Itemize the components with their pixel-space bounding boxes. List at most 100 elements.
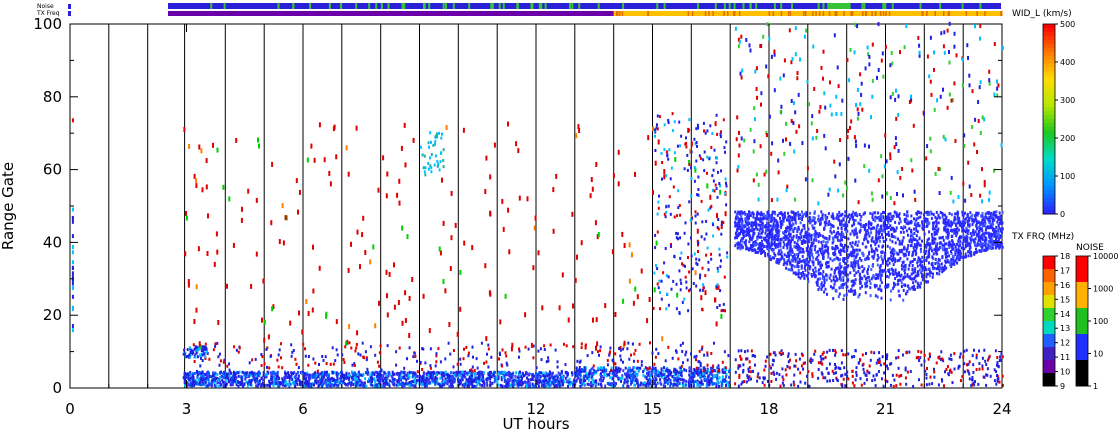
data-point (422, 380, 425, 383)
data-point (924, 268, 927, 272)
data-point (377, 384, 380, 388)
data-point (970, 254, 972, 258)
data-point (819, 218, 822, 221)
data-point (921, 260, 924, 264)
data-point (489, 377, 492, 381)
data-point (343, 382, 346, 386)
noise-bar-segment (863, 3, 866, 9)
data-point (362, 372, 365, 376)
data-point (599, 345, 602, 349)
data-point (279, 381, 282, 385)
data-point (969, 243, 972, 247)
data-point (697, 360, 700, 364)
data-point (998, 221, 1001, 225)
data-point (474, 374, 477, 378)
data-point (452, 365, 455, 369)
data-point (382, 155, 385, 161)
data-point (426, 384, 428, 388)
data-point (677, 374, 680, 378)
data-point (996, 220, 999, 224)
data-point (757, 223, 760, 227)
data-point (313, 374, 316, 378)
data-point (885, 233, 888, 236)
data-point (572, 383, 575, 386)
data-point (625, 375, 628, 379)
data-point (588, 383, 591, 387)
data-point (737, 232, 740, 236)
data-point (720, 382, 723, 386)
data-point (666, 292, 669, 296)
data-point (533, 374, 536, 378)
data-point (397, 383, 400, 387)
data-point (976, 213, 979, 217)
data-point (634, 348, 637, 352)
data-point (248, 361, 251, 365)
data-point (847, 245, 850, 249)
data-point (860, 215, 863, 218)
data-point (728, 381, 731, 385)
data-point (489, 383, 492, 387)
data-point (814, 269, 817, 273)
data-point (859, 280, 862, 284)
data-point (671, 375, 674, 378)
data-point (440, 136, 443, 140)
data-point (444, 379, 446, 383)
data-point (891, 248, 894, 252)
data-point (810, 219, 813, 223)
data-point (465, 378, 468, 382)
data-point (188, 353, 191, 357)
data-point (355, 377, 358, 381)
data-point (305, 381, 308, 385)
data-point (828, 237, 831, 241)
data-point (688, 289, 690, 293)
data-point (813, 233, 816, 236)
data-point (442, 278, 445, 284)
data-point (460, 376, 463, 380)
data-point (949, 224, 952, 228)
data-point (327, 379, 330, 382)
data-point (523, 373, 526, 377)
data-point (345, 376, 348, 380)
data-point (359, 353, 362, 357)
data-point (650, 369, 653, 373)
data-point (564, 370, 567, 374)
data-point (194, 353, 197, 357)
data-point (971, 213, 974, 217)
data-point (561, 375, 564, 379)
data-point (841, 244, 844, 247)
data-point (741, 220, 744, 224)
data-point (718, 303, 721, 307)
data-point (333, 124, 336, 130)
data-point (183, 381, 186, 384)
data-point (298, 379, 301, 383)
data-point (737, 221, 740, 225)
data-point (817, 253, 820, 257)
data-point (328, 380, 331, 384)
data-point (333, 370, 336, 374)
data-point (721, 375, 724, 379)
data-point (720, 220, 723, 224)
data-point (924, 217, 927, 221)
data-point (652, 306, 655, 310)
data-point (403, 122, 406, 128)
data-point (926, 241, 928, 245)
data-point (902, 227, 904, 231)
data-point (591, 351, 594, 355)
data-point (231, 378, 234, 382)
data-point (869, 221, 871, 225)
data-point (512, 381, 515, 385)
noise-bar-segment (663, 3, 666, 9)
data-point (226, 364, 229, 368)
data-point (364, 350, 367, 354)
data-point (916, 261, 919, 265)
data-point (551, 380, 553, 384)
data-point (949, 263, 952, 267)
data-point (941, 246, 944, 250)
data-point (701, 308, 704, 312)
data-point (463, 240, 466, 246)
data-point (688, 200, 691, 204)
data-point (586, 376, 589, 380)
data-point (485, 378, 488, 381)
data-point (206, 374, 209, 378)
data-point (386, 376, 389, 380)
